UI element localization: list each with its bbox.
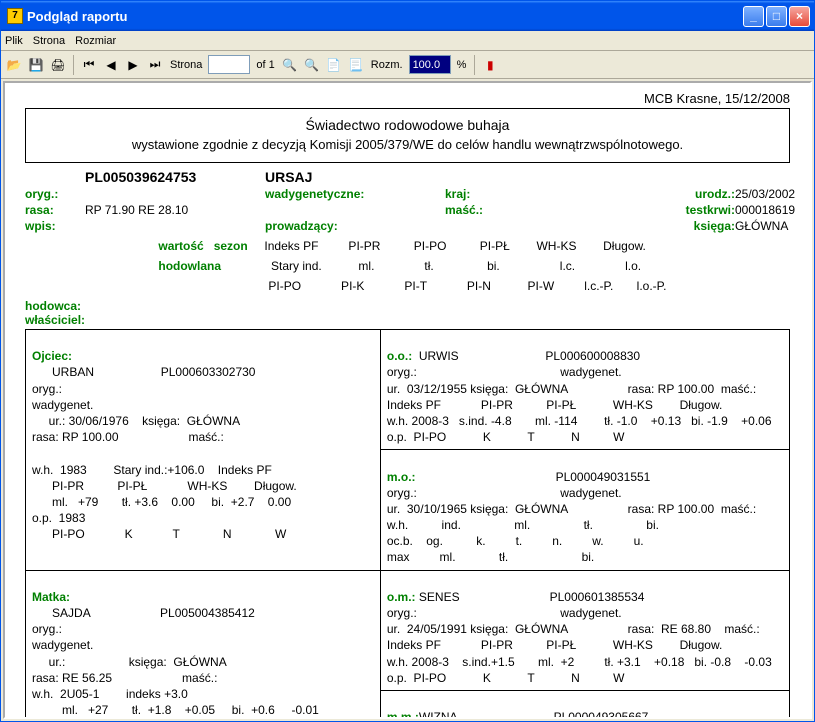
lbl-wpis: wpis:: [25, 219, 85, 233]
cell-om: o.m.: SENES PL000601385534 oryg.: wadyge…: [381, 571, 789, 691]
lbl-oryg: oryg.:: [25, 187, 85, 201]
lbl-masc: maść.:: [445, 203, 635, 217]
window-title: Podgląd raportu: [27, 9, 127, 24]
separator: [474, 55, 475, 75]
cell-mo: m.o.: PL000049031551 oryg.: wadygenet. u…: [381, 450, 789, 570]
open-icon[interactable]: 📂: [5, 56, 23, 74]
issuer-date: MCB Krasne, 15/12/2008: [25, 91, 790, 106]
cell-matka: Matka: SAJDA PL005004385412 oryg.: wadyg…: [26, 571, 381, 719]
last-page-icon[interactable]: ⏭: [146, 56, 164, 74]
page-width-icon[interactable]: 📄: [325, 56, 343, 74]
subject-info: PL005039624753 URSAJ oryg.: wadygenetycz…: [25, 169, 790, 233]
toolbar: 📂 💾 🖨 ⏮ ◀ ▶ ⏭ Strona of 1 🔍 🔍 📄 📃 Rozm. …: [1, 51, 814, 79]
val-urodz: 25/03/2002: [735, 187, 795, 201]
page-of-label: of 1: [256, 59, 274, 71]
menu-rozmiar[interactable]: Rozmiar: [75, 35, 116, 47]
minimize-button[interactable]: _: [743, 6, 764, 27]
lbl-rasa: rasa:: [25, 203, 85, 217]
pct-label: %: [457, 59, 467, 71]
separator: [73, 55, 74, 75]
lbl-urodz: urodz.:: [635, 187, 735, 201]
subject-name: URSAJ: [265, 169, 445, 185]
certificate-box: Świadectwo rodowodowe buhaja wystawione …: [25, 108, 790, 163]
lbl-prowadzacy: prowadzący:: [265, 219, 445, 233]
content-area: MCB Krasne, 15/12/2008 Świadectwo rodowo…: [1, 79, 814, 721]
stats-header3: PI-PO PI-K PI-T PI-N PI-W l.c.-P. l.o.-P…: [25, 279, 790, 293]
val-rasa: RP 71.90 RE 28.10: [85, 203, 265, 217]
menubar: Plik Strona Rozmiar: [1, 31, 814, 51]
zoom-in-icon[interactable]: 🔍: [281, 56, 299, 74]
maximize-button[interactable]: □: [766, 6, 787, 27]
val-ksiega: GŁÓWNA: [735, 219, 795, 233]
val-testkrwi: 000018619: [735, 203, 795, 217]
prev-page-icon[interactable]: ◀: [102, 56, 120, 74]
close-button[interactable]: ×: [789, 6, 810, 27]
full-page-icon[interactable]: 📃: [347, 56, 365, 74]
page-label: Strona: [170, 59, 202, 71]
pedigree-grid: Ojciec: URBAN PL000603302730 oryg.: wady…: [25, 329, 790, 719]
content-scroll[interactable]: MCB Krasne, 15/12/2008 Świadectwo rodowo…: [3, 81, 812, 719]
app-window: 7 Podgląd raportu _ □ × Plik Strona Rozm…: [0, 0, 815, 722]
exit-icon[interactable]: ▮: [481, 56, 499, 74]
cell-ojciec: Ojciec: URBAN PL000603302730 oryg.: wady…: [26, 330, 381, 571]
zoom-out-icon[interactable]: 🔍: [303, 56, 321, 74]
lbl-ksiega: księga:: [635, 219, 735, 233]
menu-strona[interactable]: Strona: [33, 35, 65, 47]
lbl-hodowca: hodowca:: [25, 299, 790, 313]
save-icon[interactable]: 💾: [27, 56, 45, 74]
page-input[interactable]: [208, 55, 250, 74]
zoom-input[interactable]: [409, 55, 451, 74]
lbl-wadygenet: wadygenetyczne:: [265, 187, 445, 201]
report-page: MCB Krasne, 15/12/2008 Świadectwo rodowo…: [5, 83, 810, 719]
zoom-label: Rozm.: [371, 59, 403, 71]
print-icon[interactable]: 🖨: [49, 56, 67, 74]
cell-oo: o.o.: URWIS PL000600008830 oryg.: wadyge…: [381, 330, 789, 450]
lbl-testkrwi: testkrwi:: [635, 203, 735, 217]
first-page-icon[interactable]: ⏮: [80, 56, 98, 74]
app-icon: 7: [7, 8, 23, 24]
stats-header1: wartość sezon Indeks PF PI-PR PI-PO PI-P…: [25, 239, 790, 253]
stats-header2: hodowlana Stary ind. ml. tł. bi. l.c. l.…: [25, 259, 790, 273]
next-page-icon[interactable]: ▶: [124, 56, 142, 74]
lbl-kraj: kraj:: [445, 187, 635, 201]
titlebar[interactable]: 7 Podgląd raportu _ □ ×: [1, 1, 814, 31]
subject-id: PL005039624753: [85, 169, 265, 185]
cert-line2: wystawione zgodnie z decyzją Komisji 200…: [36, 137, 779, 152]
menu-plik[interactable]: Plik: [5, 35, 23, 47]
cell-mm: m.m.:WIZNA PL000049305667 oryg.: wadygen…: [381, 691, 789, 719]
lbl-wlasciciel: właściciel:: [25, 313, 790, 327]
cert-line1: Świadectwo rodowodowe buhaja: [36, 117, 779, 133]
